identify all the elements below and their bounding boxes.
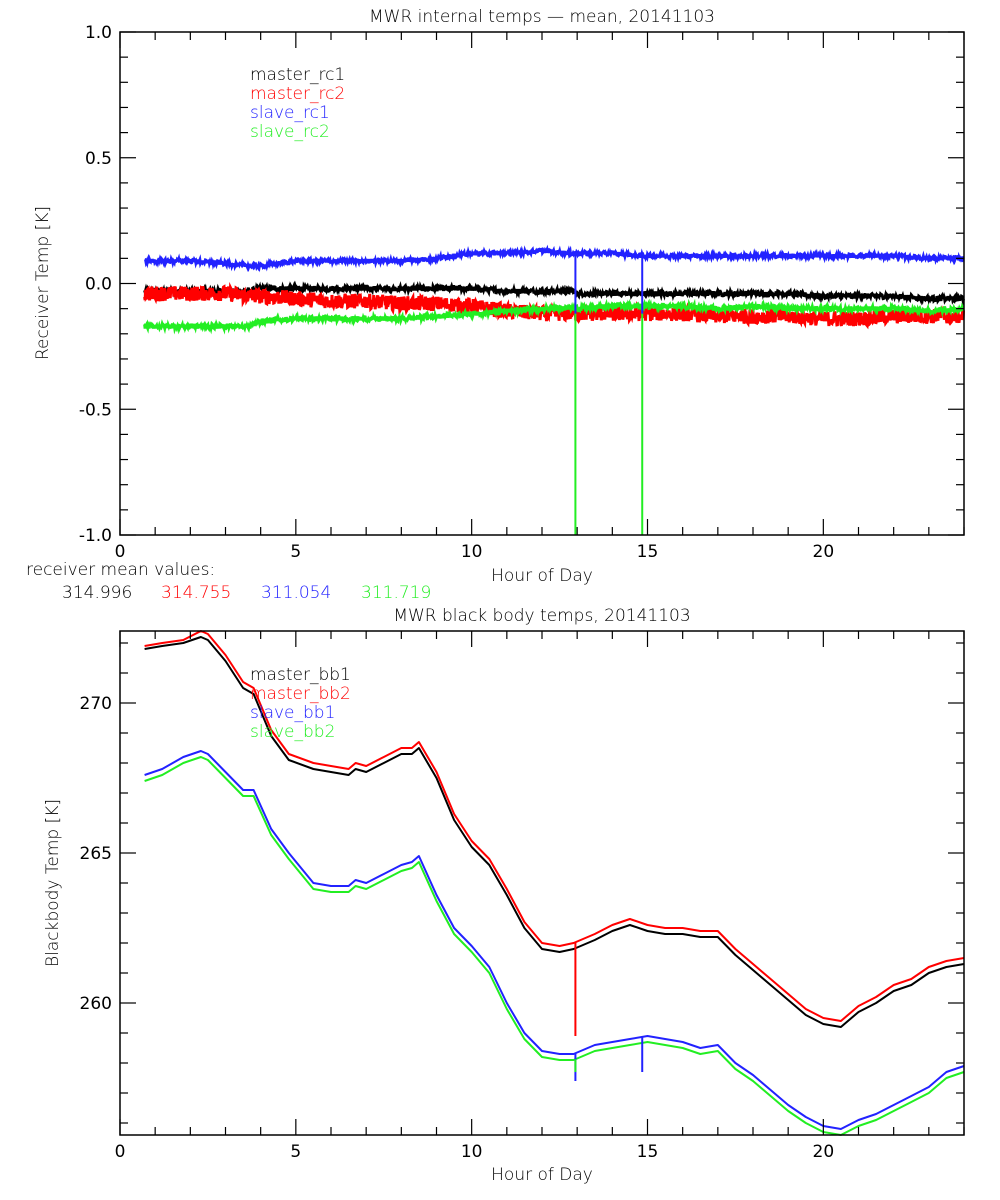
- series-line-slave-rc2: [143, 298, 965, 335]
- x-tick-label: 5: [290, 542, 301, 562]
- plot-frame: [119, 630, 965, 1136]
- ticks-layer: 0 5 10 15 20 260 265 270: [80, 631, 965, 1162]
- legend-entry-master-bb2: master_bb2: [250, 684, 351, 704]
- legend-entry-slave-bb2: slave_bb2: [250, 722, 335, 742]
- legend-entry-master-rc2: master_rc2: [250, 84, 345, 104]
- series-line-master-bb2: [144, 630, 965, 1022]
- legend-entry-slave-bb1: slave_bb1: [250, 703, 335, 723]
- receiver-mean-annotation: receiver mean values: 314.996 314.755 31…: [26, 560, 431, 603]
- y-tick-label: 270: [80, 694, 112, 714]
- y-axis-label: Blackbody Temp [K]: [43, 799, 63, 967]
- x-tick-label: 0: [115, 542, 126, 562]
- blackbody-temps-chart: MWR black body temps, 20141103 Blackbody…: [43, 606, 965, 1185]
- series-line-master-rc1: [143, 280, 965, 306]
- series-line-slave-bb1: [144, 750, 965, 1130]
- legend-entry-slave-rc2: slave_rc2: [250, 122, 330, 142]
- series-layer: [143, 244, 965, 535]
- x-tick-label: 10: [461, 542, 483, 562]
- x-tick-label: 20: [813, 542, 835, 562]
- ticks-layer: 0 5 10 15 20 -1.0 -0.5 0.0 0.5 1.0: [79, 23, 965, 562]
- mean-value-slave-rc2: 311.719: [361, 583, 431, 603]
- mean-value-master-rc1: 314.996: [62, 583, 132, 603]
- receiver-mean-label: receiver mean values:: [26, 560, 215, 580]
- y-tick-label: 265: [80, 844, 112, 864]
- series-line-slave-rc1: [144, 244, 965, 273]
- y-tick-label: 0.5: [85, 149, 112, 169]
- x-tick-label: 10: [461, 1142, 483, 1162]
- y-tick-label: 260: [80, 994, 112, 1014]
- y-axis-label: Receiver Temp [K]: [33, 206, 53, 360]
- x-tick-label: 15: [637, 1142, 659, 1162]
- y-tick-label: 1.0: [85, 23, 112, 43]
- x-axis-label: Hour of Day: [491, 566, 593, 586]
- series-line-slave-bb2: [144, 756, 965, 1136]
- legend-entry-master-bb1: master_bb1: [250, 665, 351, 685]
- receiver-temps-chart: MWR internal temps — mean, 20141103 Rece…: [33, 7, 965, 586]
- mean-value-slave-rc1: 311.054: [261, 583, 331, 603]
- x-tick-label: 5: [290, 1142, 301, 1162]
- legend-entry-slave-rc1: slave_rc1: [250, 103, 330, 123]
- series-line-master-bb1: [144, 636, 965, 1028]
- x-tick-label: 20: [813, 1142, 835, 1162]
- y-tick-label: -0.5: [79, 400, 112, 420]
- legend-entry-master-rc1: master_rc1: [250, 65, 345, 85]
- mean-value-master-rc2: 314.755: [161, 583, 231, 603]
- x-axis-label: Hour of Day: [491, 1165, 593, 1185]
- x-tick-label: 15: [637, 542, 659, 562]
- chart-title: MWR black body temps, 20141103: [393, 606, 690, 626]
- y-tick-label: 0.0: [85, 275, 112, 295]
- plot-frame: [119, 31, 965, 536]
- y-tick-label: -1.0: [79, 526, 112, 546]
- chart-title: MWR internal temps — mean, 20141103: [369, 7, 715, 27]
- series-layer: [144, 630, 965, 1136]
- x-tick-label: 0: [115, 1142, 126, 1162]
